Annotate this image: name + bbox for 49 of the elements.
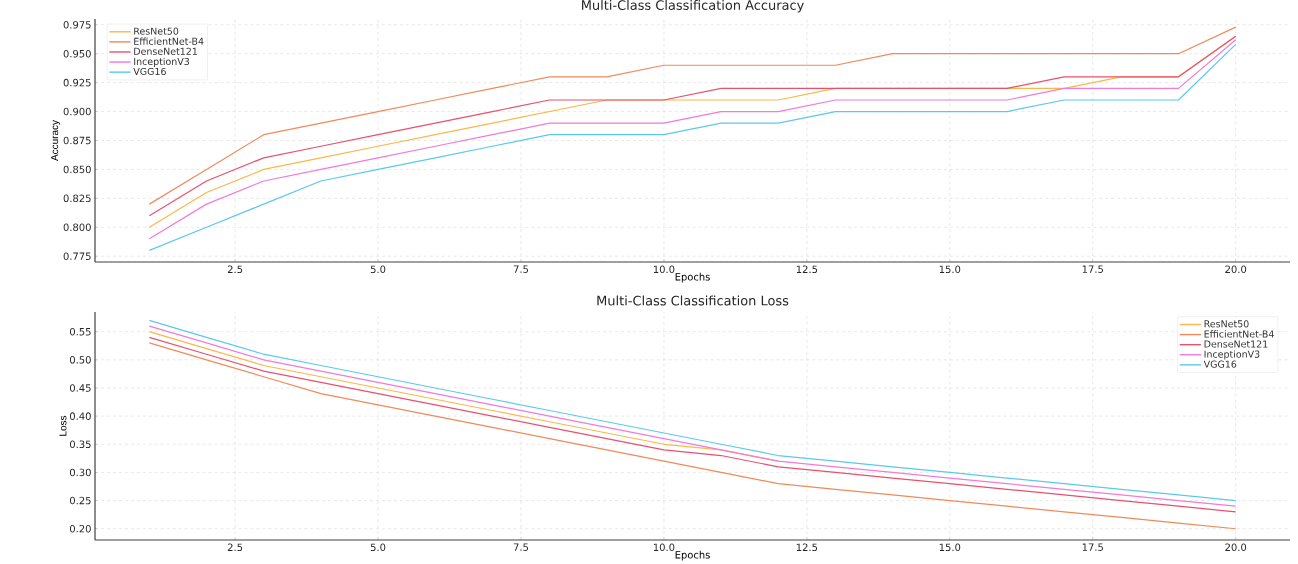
x-tick-label: 17.5 [1082,265,1103,273]
x-tick-label: 5.0 [370,543,386,552]
x-tick-label: 7.5 [513,543,529,551]
y-tick-label: 0.775 [63,252,91,260]
y-tick-label: 0.55 [69,327,91,336]
x-tick-label: 15.0 [939,265,961,274]
y-tick-label: 0.50 [69,356,91,364]
x-tick-label: 2.5 [227,543,243,552]
legend-label: InceptionV3 [1204,350,1260,360]
x-tick-label: 20.0 [1225,543,1247,552]
y-tick-label: 0.45 [69,384,91,392]
y-tick-label: 0.825 [63,194,91,203]
x-tick-label: 5.0 [370,265,386,274]
legend-label: VGG16 [133,67,166,76]
y-tick-label: 0.925 [63,78,91,87]
legend-label: EfficientNet-B4 [1204,330,1274,338]
x-axis-title: Epochs [675,550,710,561]
y-tick-label: 0.850 [63,165,91,174]
x-tick-label: 10.0 [653,543,675,552]
y-tick-label: 0.950 [63,49,91,58]
x-tick-label: 17.5 [1082,543,1103,551]
x-tick-label: 7.5 [513,265,529,273]
legend-label: DenseNet121 [134,47,197,55]
y-tick-label: 0.900 [63,107,91,116]
chart-title: Multi-Class Classification Loss [597,295,789,306]
x-tick-label: 2.5 [227,265,243,274]
chart-title: Multi-Class Classification Accuracy [582,0,804,13]
legend-label: DenseNet121 [1204,340,1268,348]
y-tick-label: 0.975 [63,20,91,29]
y-tick-label: 0.30 [69,468,91,477]
legend-label: VGG16 [1203,360,1237,368]
legend-label: ResNet50 [134,27,179,35]
y-tick-label: 0.40 [69,412,91,420]
y-tick-label: 0.20 [69,524,91,533]
y-axis-title: Loss [59,415,67,436]
x-axis-title: Epochs [675,272,710,283]
y-tick-label: 0.25 [69,496,91,505]
x-tick-label: 20.0 [1225,265,1247,274]
y-tick-label: 0.35 [69,440,91,449]
x-tick-label: 12.5 [796,543,818,552]
y-tick-label: 0.800 [63,223,91,232]
y-tick-label: 0.875 [63,136,91,145]
legend-label: InceptionV3 [134,57,189,67]
y-axis-title: Accuracy [51,120,61,161]
x-tick-label: 15.0 [939,543,961,552]
legend-label: ResNet50 [1204,320,1249,328]
x-tick-label: 12.5 [796,265,818,274]
legend-label: EfficientNet-B4 [134,37,204,45]
x-tick-label: 10.0 [653,265,675,274]
